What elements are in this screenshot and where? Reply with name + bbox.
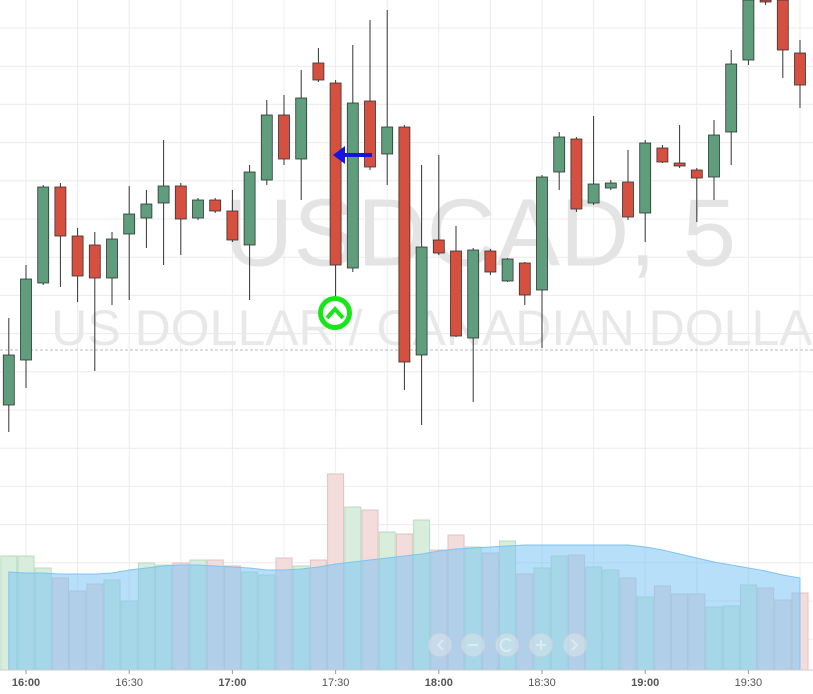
candle-body [295,97,308,160]
candle-body [622,181,634,218]
candle-body [20,278,32,361]
candle-body [553,136,566,173]
x-tick-label: 19:30 [735,677,763,689]
candle-body [346,102,359,269]
candle-body [88,244,101,279]
candles [2,0,806,432]
candle-body [37,186,50,284]
x-axis: 16:00 16:30 17:00 17:30 18:00 18:30 19:00 19:30 [12,670,762,689]
candle-body [639,142,652,214]
x-tick-label: 18:30 [528,677,556,689]
candle-body [587,183,600,204]
candle-body [450,250,462,337]
candle-body [329,82,342,266]
candle-body [398,126,411,363]
candle-body [656,147,669,163]
x-tick-label: 17:00 [218,677,246,689]
x-tick-label: 16:00 [12,677,40,689]
volume-ma-area [8,544,801,671]
candle-body [174,185,187,220]
candle-body [243,171,256,246]
candle-body [776,0,789,51]
candle-body [467,249,480,339]
x-tick-label: 16:30 [115,677,143,689]
candle-body [381,126,394,155]
candle-body [2,354,15,406]
candle-body [54,186,67,237]
x-tick-label: 17:30 [322,677,350,689]
scroll-right-button[interactable] [562,632,588,658]
nav-buttons [427,632,588,658]
candle-body [364,100,376,168]
candle-body [192,199,204,219]
candle-body [123,213,136,235]
watermark-subtitle: US DOLLAR / CANADIAN DOLLAR [51,300,813,356]
candle-body [157,185,170,204]
candle-body [690,169,703,179]
candle-body [260,114,273,181]
zoom-out-button[interactable] [460,632,486,658]
candle-body [794,52,806,86]
zoom-in-button[interactable] [528,632,554,658]
candle-body [140,203,153,219]
candle-body [536,176,548,291]
candle-body [604,182,617,189]
candle-body [312,62,325,81]
reset-button[interactable] [494,632,520,658]
candle-body [570,138,583,210]
candle-body [415,246,428,356]
candle-body [708,134,720,178]
candle-body [518,262,531,296]
x-tick-label: 19:00 [631,677,659,689]
volume-panel [0,473,813,671]
trade-arrow [333,146,372,164]
candle-body [742,0,755,61]
scroll-left-button[interactable] [427,632,453,658]
candle-body [432,239,445,254]
candle-body [226,210,239,241]
candle-body [278,114,290,160]
buy-signal [318,296,352,330]
candle-body [759,0,772,3]
x-tick-label: 18:00 [425,677,453,689]
candle-body [106,238,118,279]
candle-body [71,235,84,277]
candle-body [484,250,497,273]
candle-body [501,258,514,282]
candle-body [209,199,222,212]
candle-body [725,63,738,133]
candle-body [673,162,686,167]
